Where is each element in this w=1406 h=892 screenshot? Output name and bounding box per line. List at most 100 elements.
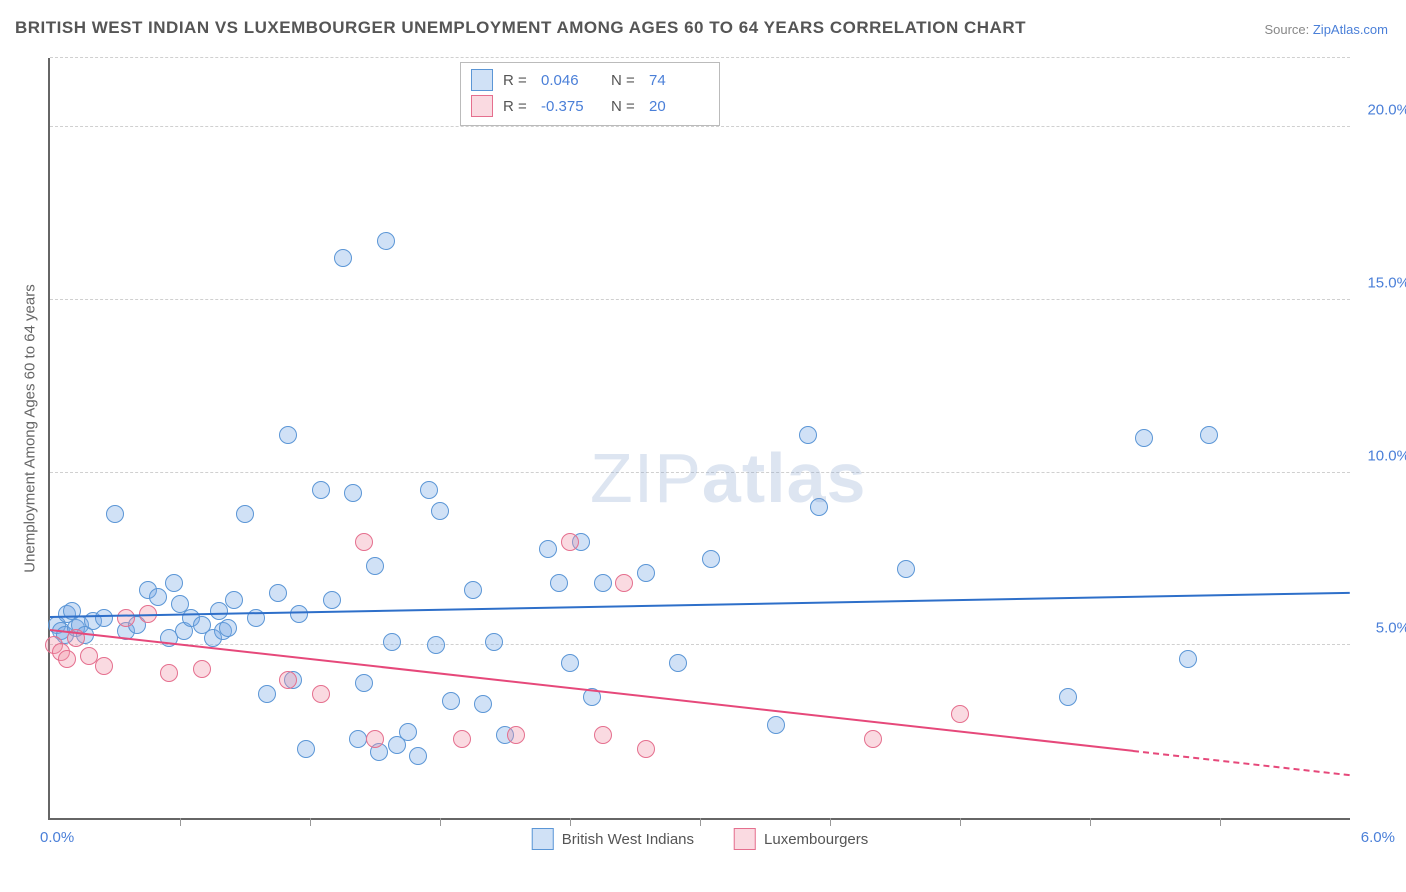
data-point: [225, 591, 243, 609]
data-point: [399, 723, 417, 741]
gridline: [50, 644, 1350, 645]
data-point: [637, 740, 655, 758]
r-value: 0.046: [541, 72, 601, 89]
x-tick: [1220, 818, 1221, 826]
data-point: [106, 505, 124, 523]
gridline: [50, 299, 1350, 300]
trend-line: [50, 591, 1350, 617]
watermark-bold: atlas: [702, 439, 867, 517]
x-tick: [440, 818, 441, 826]
data-point: [117, 609, 135, 627]
data-point: [312, 481, 330, 499]
data-point: [377, 232, 395, 250]
data-point: [355, 533, 373, 551]
data-point: [366, 557, 384, 575]
data-point: [539, 540, 557, 558]
data-point: [453, 730, 471, 748]
data-point: [297, 740, 315, 758]
data-point: [485, 633, 503, 651]
stats-row: R = -0.375 N = 20: [471, 93, 709, 119]
data-point: [349, 730, 367, 748]
data-point: [1200, 426, 1218, 444]
data-point: [615, 574, 633, 592]
data-point: [669, 654, 687, 672]
legend-label: Luxembourgers: [764, 831, 868, 848]
source-prefix: Source:: [1264, 22, 1312, 37]
data-point: [1135, 429, 1153, 447]
n-label: N =: [611, 98, 639, 115]
legend-swatch: [532, 828, 554, 850]
data-point: [464, 581, 482, 599]
stats-row: R =0.046N =74: [471, 67, 709, 93]
legend-label: British West Indians: [562, 831, 694, 848]
data-point: [1179, 650, 1197, 668]
data-point: [355, 674, 373, 692]
data-point: [799, 426, 817, 444]
x-tick: [1090, 818, 1091, 826]
trend-line: [1133, 750, 1350, 776]
data-point: [637, 564, 655, 582]
chart-title: BRITISH WEST INDIAN VS LUXEMBOURGER UNEM…: [15, 18, 1026, 38]
legend-item: British West Indians: [532, 828, 694, 850]
data-point: [474, 695, 492, 713]
r-label: R =: [503, 98, 531, 115]
data-point: [767, 716, 785, 734]
n-label: N =: [611, 72, 639, 89]
data-point: [420, 481, 438, 499]
data-point: [312, 685, 330, 703]
data-point: [258, 685, 276, 703]
legend-item: Luxembourgers: [734, 828, 868, 850]
source-link[interactable]: ZipAtlas.com: [1313, 22, 1388, 37]
data-point: [427, 636, 445, 654]
x-tick: [830, 818, 831, 826]
data-point: [409, 747, 427, 765]
data-point: [149, 588, 167, 606]
data-point: [951, 705, 969, 723]
gridline: [50, 126, 1350, 127]
chart-area: 5.0%10.0%15.0%20.0% R =0.046N =74R =-0.3…: [48, 58, 1350, 820]
data-point: [550, 574, 568, 592]
data-point: [442, 692, 460, 710]
data-point: [507, 726, 525, 744]
correlation-stats-box: R = 0.046 N = 74 R = -0.375 N = 20: [460, 62, 720, 126]
data-point: [344, 484, 362, 502]
data-point: [431, 502, 449, 520]
n-value: 74: [649, 72, 709, 89]
gridline: [50, 472, 1350, 473]
data-point: [165, 574, 183, 592]
n-value: 20: [649, 98, 709, 115]
data-point: [323, 591, 341, 609]
y-tick-label: 15.0%: [1367, 274, 1406, 291]
data-point: [290, 605, 308, 623]
data-point: [334, 249, 352, 267]
trend-line: [50, 629, 1134, 752]
r-value: -0.375: [541, 98, 601, 115]
y-tick-label: 5.0%: [1376, 620, 1406, 637]
data-point: [1059, 688, 1077, 706]
legend: British West Indians Luxembourgers: [532, 828, 869, 850]
data-point: [193, 660, 211, 678]
series-swatch: [471, 95, 493, 117]
legend-swatch: [734, 828, 756, 850]
data-point: [561, 533, 579, 551]
source-attribution: Source: ZipAtlas.com: [1264, 22, 1388, 37]
data-point: [594, 574, 612, 592]
x-tick: [700, 818, 701, 826]
gridline: [50, 57, 1350, 58]
data-point: [810, 498, 828, 516]
data-point: [383, 633, 401, 651]
data-point: [279, 426, 297, 444]
data-point: [95, 609, 113, 627]
x-tick: [570, 818, 571, 826]
y-tick-label: 20.0%: [1367, 102, 1406, 119]
data-point: [58, 650, 76, 668]
x-tick: [960, 818, 961, 826]
data-point: [561, 654, 579, 672]
x-tick: [310, 818, 311, 826]
data-point: [279, 671, 297, 689]
y-axis-label: Unemployment Among Ages 60 to 64 years: [22, 179, 39, 679]
data-point: [897, 560, 915, 578]
x-tick: [180, 818, 181, 826]
data-point: [160, 664, 178, 682]
data-point: [269, 584, 287, 602]
